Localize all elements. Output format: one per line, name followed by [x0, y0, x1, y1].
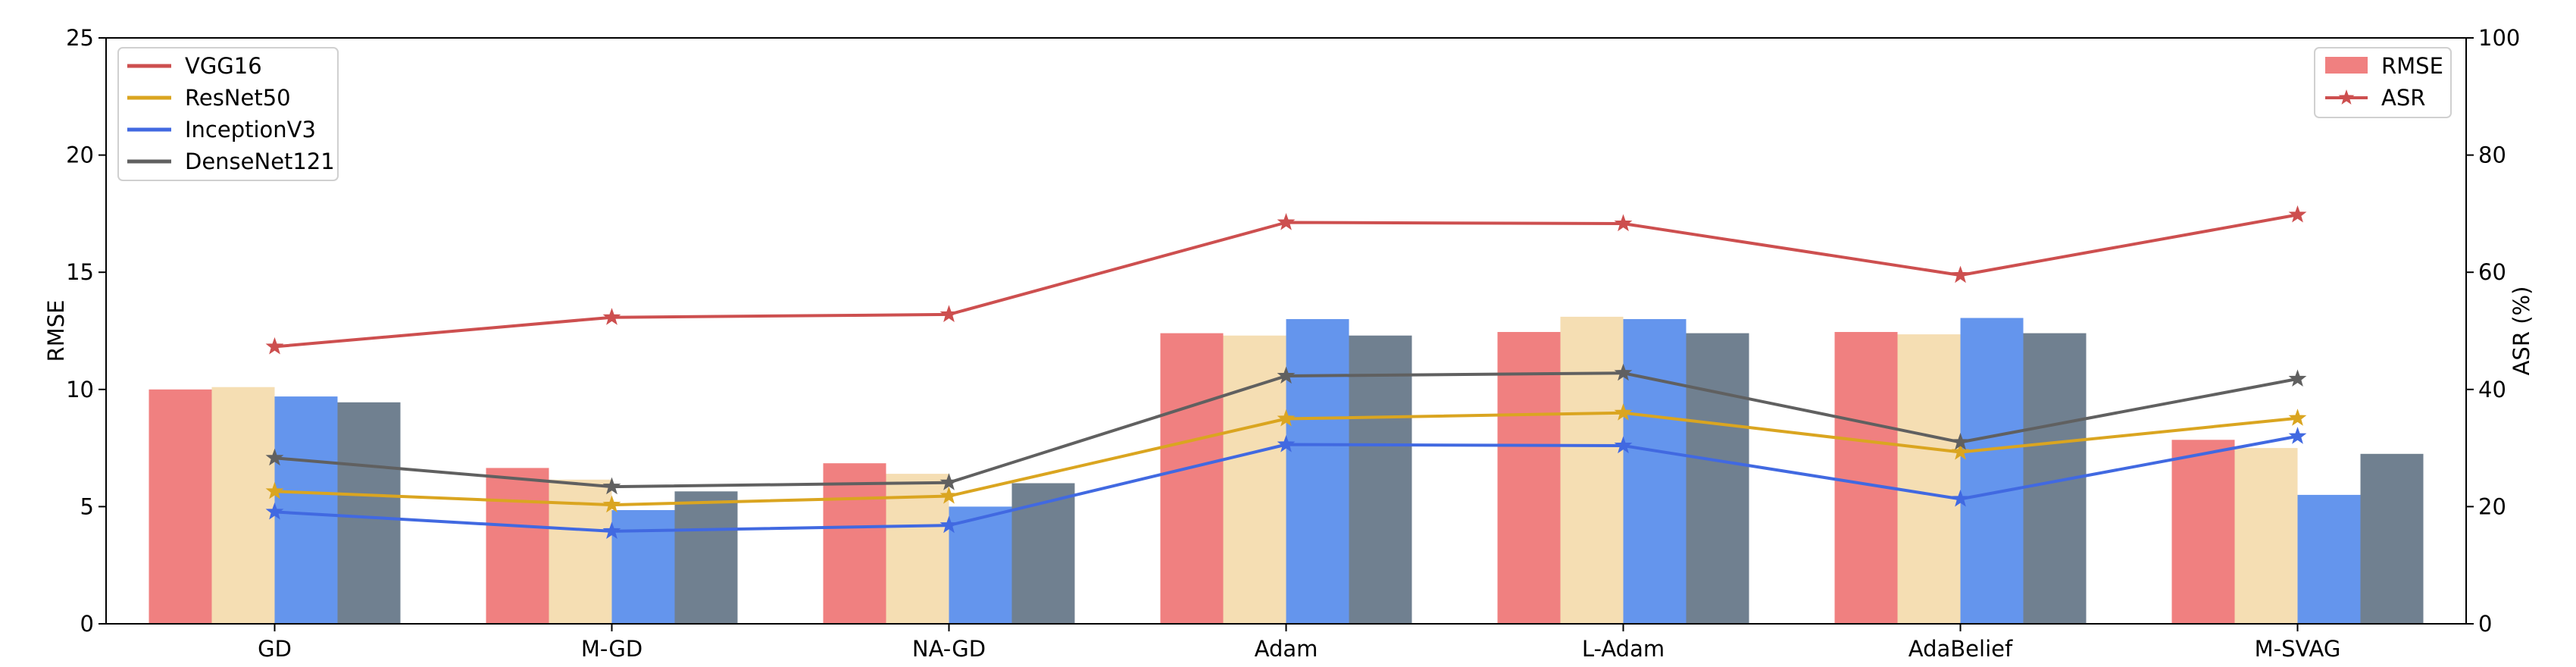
bar-densenet121-adam	[1349, 335, 1412, 624]
right-tick-label: 100	[2478, 25, 2520, 51]
x-tick-label: M-SVAG	[2255, 636, 2341, 662]
point-vgg16-l-adam	[1614, 214, 1633, 232]
legend-label-resnet50: ResNet50	[185, 85, 291, 111]
point-inceptionv3-adabelief	[1951, 489, 1970, 507]
bar-resnet50-adabelief	[1897, 334, 1961, 624]
point-densenet121-na-gd	[939, 473, 958, 490]
x-tick-label: Adam	[1255, 636, 1318, 662]
bar-vgg16-adam	[1160, 333, 1224, 624]
bar-inceptionv3-na-gd	[949, 506, 1012, 624]
point-vgg16-m-gd	[602, 308, 621, 325]
point-resnet50-m-gd	[602, 495, 621, 513]
x-tick-label: AdaBelief	[1909, 636, 2013, 662]
bar-resnet50-m-svag	[2234, 448, 2298, 624]
axes-layer: 0 5 10 15 20 25 0 20 40 60 80 100 GD M-GD NA-GD Adam L-A…	[43, 25, 2534, 662]
point-resnet50-adabelief	[1951, 442, 1970, 460]
point-inceptionv3-adam	[1277, 435, 1296, 452]
legend-label-vgg16: VGG16	[185, 53, 262, 79]
bar-densenet121-l-adam	[1686, 333, 1749, 624]
point-resnet50-na-gd	[939, 487, 958, 504]
bars-layer	[148, 316, 2424, 624]
legend-metrics: RMSE ASR	[2314, 47, 2452, 118]
point-vgg16-gd	[265, 337, 284, 355]
bar-densenet121-m-gd	[674, 491, 738, 624]
legend-label-inceptionv3: InceptionV3	[185, 117, 316, 142]
x-tick-label: L-Adam	[1582, 636, 1665, 662]
y-axis-label-right: ASR (%)	[2509, 287, 2534, 376]
right-tick-label: 60	[2478, 259, 2506, 285]
bar-vgg16-na-gd	[823, 463, 886, 624]
bar-densenet121-gd	[337, 402, 401, 624]
point-inceptionv3-m-svag	[2288, 427, 2307, 444]
point-densenet121-m-gd	[602, 477, 621, 495]
bar-vgg16-gd	[148, 389, 212, 624]
point-vgg16-adabelief	[1951, 265, 1970, 283]
left-tick-label: 10	[66, 377, 94, 402]
point-densenet121-m-svag	[2288, 369, 2307, 387]
bar-vgg16-adabelief	[1834, 332, 1898, 624]
point-densenet121-adam	[1277, 366, 1296, 384]
point-densenet121-gd	[265, 448, 284, 466]
point-resnet50-gd	[265, 481, 284, 499]
left-tick-label: 20	[66, 142, 94, 168]
bar-resnet50-adam	[1223, 335, 1286, 624]
legend-label-densenet121: DenseNet121	[185, 149, 335, 174]
lines-layer	[265, 205, 2307, 539]
legend-label-rmse: RMSE	[2381, 53, 2443, 79]
bar-inceptionv3-adabelief	[1960, 318, 2024, 624]
right-tick-label: 20	[2478, 493, 2506, 519]
legend-models-box	[117, 47, 339, 181]
y-axis-label-left: RMSE	[43, 300, 69, 362]
left-tick-label: 5	[80, 493, 94, 519]
bar-inceptionv3-m-gd	[611, 510, 675, 624]
bar-vgg16-m-svag	[2171, 440, 2235, 624]
legend-marker-asr	[2338, 89, 2355, 105]
legend-label-asr: ASR	[2381, 85, 2425, 111]
x-tick-label: M-GD	[581, 636, 642, 662]
point-vgg16-na-gd	[939, 305, 958, 322]
point-densenet121-adabelief	[1951, 432, 1970, 450]
bar-vgg16-l-adam	[1497, 332, 1561, 624]
right-tick-label: 80	[2478, 142, 2506, 168]
legend-models: VGG16 ResNet50 InceptionV3 DenseNet121	[117, 47, 339, 181]
point-inceptionv3-l-adam	[1614, 436, 1633, 454]
x-tick-label: GD	[258, 636, 292, 662]
left-tick-label: 0	[80, 611, 94, 637]
point-vgg16-adam	[1277, 212, 1296, 230]
bar-densenet121-m-svag	[2360, 453, 2424, 624]
bar-inceptionv3-adam	[1286, 319, 1349, 624]
point-inceptionv3-na-gd	[939, 515, 958, 534]
point-inceptionv3-m-gd	[602, 521, 621, 539]
bar-resnet50-gd	[211, 387, 275, 624]
bar-vgg16-m-gd	[486, 468, 549, 624]
left-tick-label: 15	[66, 259, 94, 285]
point-resnet50-adam	[1277, 409, 1296, 427]
bar-inceptionv3-m-svag	[2297, 494, 2361, 624]
legend-swatch-rmse	[2325, 57, 2368, 74]
bar-inceptionv3-gd	[274, 396, 338, 624]
point-resnet50-l-adam	[1614, 403, 1633, 421]
point-vgg16-m-svag	[2288, 205, 2307, 223]
x-tick-label: NA-GD	[912, 636, 986, 662]
right-tick-label: 40	[2478, 377, 2506, 402]
left-tick-label: 25	[66, 25, 94, 51]
point-densenet121-l-adam	[1614, 363, 1633, 381]
point-resnet50-m-svag	[2288, 409, 2307, 426]
point-inceptionv3-gd	[265, 502, 284, 520]
bar-inceptionv3-l-adam	[1623, 319, 1687, 624]
bar-resnet50-l-adam	[1560, 316, 1624, 624]
right-tick-label: 0	[2478, 611, 2492, 637]
